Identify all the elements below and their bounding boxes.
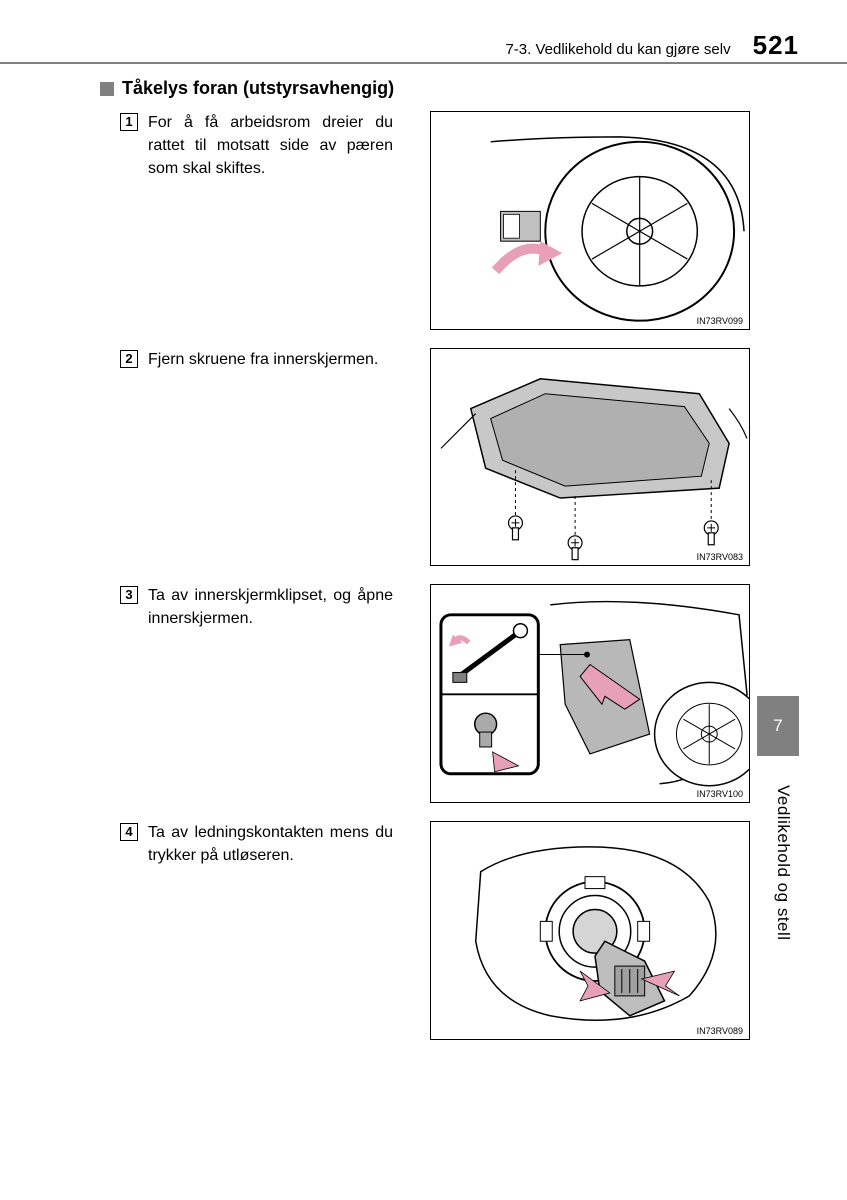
step-number-box: 3: [120, 586, 138, 604]
step-text: Ta av ledningskontakten mens du trykker …: [148, 821, 393, 867]
step-number-box: 2: [120, 350, 138, 368]
wheel-turn-illustration-icon: [431, 112, 749, 329]
step-text: Fjern skruene fra innerskjermen.: [148, 348, 393, 371]
figure-code: IN73RV089: [697, 1026, 743, 1036]
figure-3: IN73RV100: [430, 584, 750, 803]
connector-removal-illustration-icon: [431, 822, 749, 1039]
step-number-box: 4: [120, 823, 138, 841]
step-row: 4 Ta av ledningskontakten mens du trykke…: [100, 821, 750, 1040]
step-row: 2 Fjern skruene fra innerskjermen.: [100, 348, 750, 567]
header-section-label: 7-3. Vedlikehold du kan gjøre selv: [505, 41, 730, 58]
square-bullet-icon: [100, 82, 114, 96]
step-row: 1 For å få arbeidsrom dreier du rattet t…: [100, 111, 750, 330]
figure-code: IN73RV100: [697, 789, 743, 799]
step-text: For å få arbeidsrom dreier du rattet til…: [148, 111, 393, 181]
figure-code: IN73RV083: [697, 552, 743, 562]
header-divider: [0, 62, 847, 64]
page-number: 521: [753, 30, 799, 61]
step-row: 3 Ta av innerskjermklipset, og åpne inne…: [100, 584, 750, 803]
figure-2: IN73RV083: [430, 348, 750, 567]
chapter-tab: 7: [757, 696, 799, 756]
section-title: Tåkelys foran (utstyrsavhengig): [122, 78, 394, 99]
figure-1: IN73RV099: [430, 111, 750, 330]
chapter-side-label: Vedlikehold og stell: [773, 785, 793, 941]
figure-code: IN73RV099: [697, 316, 743, 326]
clip-removal-illustration-icon: [431, 585, 749, 802]
figure-4: IN73RV089: [430, 821, 750, 1040]
step-text: Ta av innerskjermklipset, og åpne inners…: [148, 584, 393, 630]
inner-fender-screws-illustration-icon: [431, 349, 749, 566]
step-number-box: 1: [120, 113, 138, 131]
